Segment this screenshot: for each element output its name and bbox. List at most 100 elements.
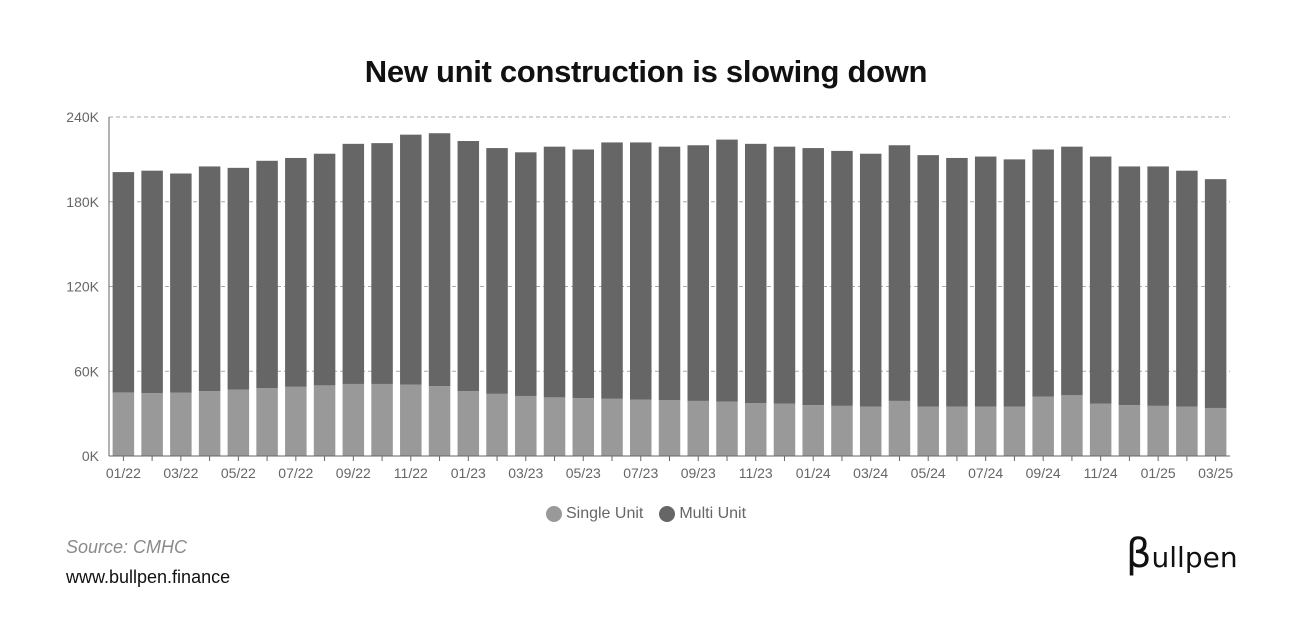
bar-multi-unit[interactable] [859,153,882,407]
y-tick-label: 60K [74,363,100,379]
bar-single-unit[interactable] [888,400,911,456]
bar-single-unit[interactable] [1003,406,1026,456]
x-tick-label: 07/24 [968,465,1003,481]
bar-single-unit[interactable] [1204,407,1227,456]
bar-single-unit[interactable] [716,401,738,456]
bar-single-unit[interactable] [1118,405,1141,456]
legend-swatch-single [545,506,562,522]
bar-multi-unit[interactable] [946,157,968,407]
bar-single-unit[interactable] [227,389,250,456]
bar-single-unit[interactable] [400,384,422,456]
bar-multi-unit[interactable] [716,139,738,402]
bar-single-unit[interactable] [112,392,135,456]
bar-single-unit[interactable] [371,383,393,456]
x-tick-label: 09/24 [1026,465,1061,481]
bar-single-unit[interactable] [572,398,595,456]
bar-multi-unit[interactable] [285,157,307,387]
bar-single-unit[interactable] [831,405,853,456]
chart-title: New unit construction is slowing down [364,54,928,89]
bar-multi-unit[interactable] [371,143,393,384]
bar-single-unit[interactable] [285,386,307,456]
bar-single-unit[interactable] [457,391,480,456]
bar-multi-unit[interactable] [457,141,480,392]
bar-multi-unit[interactable] [141,170,163,394]
bar-single-unit[interactable] [1147,405,1169,456]
bar-multi-unit[interactable] [658,146,681,401]
x-tick-label: 05/23 [566,465,601,481]
bar-multi-unit[interactable] [1003,159,1026,407]
bar-multi-unit[interactable] [342,143,365,384]
bar-multi-unit[interactable] [1204,179,1227,408]
bar-multi-unit[interactable] [630,142,652,400]
y-tick-label: 120K [66,279,99,295]
bar-single-unit[interactable] [1089,403,1112,456]
bar-single-unit[interactable] [342,383,365,456]
tick-labels: 0K 60K 120K 180K 240K 01/22 03/22 05/22 07/22 09/… [66,109,1233,481]
bar-multi-unit[interactable] [256,160,278,389]
bar-multi-unit[interactable] [400,134,422,385]
bar-single-unit[interactable] [256,388,278,456]
bar-multi-unit[interactable] [1176,170,1198,407]
x-tick-label: 01/22 [106,465,141,481]
bar-multi-unit[interactable] [1089,156,1112,404]
x-tick-label: 03/22 [163,465,198,481]
bar-single-unit[interactable] [658,400,681,456]
bar-multi-unit[interactable] [313,153,336,386]
x-tick-label: 07/22 [278,465,313,481]
bar-multi-unit[interactable] [888,145,911,401]
bar-multi-unit[interactable] [917,155,939,407]
bar-multi-unit[interactable] [802,148,824,406]
bar-single-unit[interactable] [1032,396,1054,456]
x-tick-label: 03/24 [853,465,888,481]
bars [112,133,1227,457]
bar-multi-unit[interactable] [486,148,508,394]
bar-multi-unit[interactable] [687,145,709,401]
website-url[interactable]: www.bullpen.finance [66,567,231,587]
bar-single-unit[interactable] [744,403,767,456]
bar-single-unit[interactable] [428,386,451,456]
bar-single-unit[interactable] [1061,395,1083,456]
bar-single-unit[interactable] [974,406,997,456]
bar-multi-unit[interactable] [428,133,451,387]
bar-single-unit[interactable] [802,405,824,456]
bar-single-unit[interactable] [859,406,882,456]
bar-multi-unit[interactable] [572,149,595,399]
bar-single-unit[interactable] [141,393,163,456]
bar-single-unit[interactable] [543,397,566,456]
bar-single-unit[interactable] [946,406,968,456]
bar-multi-unit[interactable] [543,146,566,398]
x-tick-label: 09/22 [336,465,371,481]
bar-multi-unit[interactable] [198,166,221,392]
legend-item-multi[interactable]: Multi Unit [659,505,746,523]
bar-multi-unit[interactable] [744,143,767,404]
bar-single-unit[interactable] [1176,406,1198,456]
bar-single-unit[interactable] [198,391,221,456]
bar-single-unit[interactable] [486,393,508,456]
bar-multi-unit[interactable] [1118,166,1141,406]
bar-single-unit[interactable] [917,406,939,456]
bar-multi-unit[interactable] [773,146,796,404]
x-tick-label: 01/25 [1141,465,1176,481]
source-note: Source: CMHC [66,537,188,557]
bar-multi-unit[interactable] [515,152,537,396]
bar-multi-unit[interactable] [1147,166,1169,406]
legend-item-single[interactable]: Single Unit [545,505,643,523]
bar-multi-unit[interactable] [1061,146,1083,396]
bar-single-unit[interactable] [515,395,537,456]
bar-single-unit[interactable] [630,399,652,457]
bar-multi-unit[interactable] [227,167,250,390]
bar-multi-unit[interactable] [112,172,135,393]
bar-single-unit[interactable] [773,403,796,456]
bar-multi-unit[interactable] [170,173,192,393]
bar-multi-unit[interactable] [601,142,623,399]
bar-single-unit[interactable] [601,398,623,456]
y-tick-label: 180K [66,194,99,210]
bar-single-unit[interactable] [687,400,709,456]
bar-multi-unit[interactable] [831,150,853,406]
bar-single-unit[interactable] [313,385,336,456]
bar-multi-unit[interactable] [1032,149,1054,397]
bar-single-unit[interactable] [170,392,192,456]
bar-multi-unit[interactable] [974,156,997,407]
x-tick-label: 05/22 [221,465,256,481]
